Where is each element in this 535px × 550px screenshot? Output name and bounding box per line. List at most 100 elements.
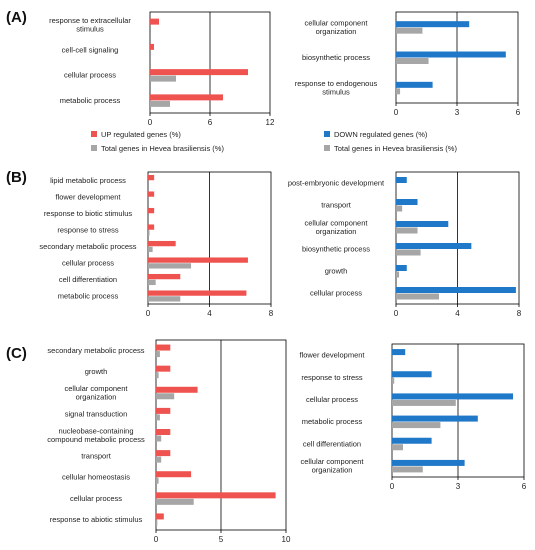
category-label: cell differentiation (303, 439, 361, 448)
x-tick-label: 5 (219, 535, 224, 544)
category-label: cellular component organization (305, 18, 369, 36)
charts-layer: 0 6 12 response to extracellular stimulus cel… (39, 11, 527, 544)
bar-total (392, 377, 395, 384)
category-label: lipid metabolic process (50, 176, 126, 185)
bar-total (148, 279, 156, 286)
chart-c-right: 0 3 6 flower development response to stress c… (299, 343, 527, 491)
bar-down (392, 459, 465, 466)
category-label: transport (81, 452, 112, 461)
category-label: cellular process (70, 494, 122, 503)
bar-up (156, 429, 171, 435)
category-label: cell-cell signaling (62, 45, 119, 54)
bar-up (156, 450, 171, 457)
category-label: response to stress (57, 225, 119, 234)
bar-total (392, 399, 456, 406)
bar-up (148, 207, 155, 214)
bar-total (156, 351, 160, 358)
bar-total (392, 466, 423, 473)
category-label: signal transduction (65, 409, 128, 418)
chart-b-left: 0 4 8 lipid metabolic process flower develop… (39, 171, 274, 318)
legend-up-swatch (91, 131, 97, 137)
bar-down (396, 265, 407, 271)
bar-down (396, 51, 506, 58)
x-tick-label: 8 (269, 309, 274, 318)
bar-total (396, 271, 400, 278)
category-label: cellular component organization (65, 384, 129, 402)
bar-down (392, 349, 406, 356)
x-tick-label: 8 (517, 309, 522, 318)
bar-total (396, 293, 440, 300)
bar-total (156, 456, 162, 463)
bar-up (156, 513, 164, 520)
bar-up (148, 191, 155, 197)
category-label: metabolic process (60, 96, 121, 105)
bar-down (392, 437, 432, 444)
bar-total (396, 205, 403, 212)
bar-up (148, 240, 176, 247)
x-tick-label: 0 (390, 482, 395, 491)
x-tick-label: 0 (146, 309, 151, 318)
bar-total (156, 414, 160, 421)
category-label: cellular process (64, 71, 116, 80)
category-label: response to extracellular stimulus (49, 16, 131, 34)
legend-total-swatch-right (324, 145, 330, 151)
bar-total (156, 393, 175, 400)
category-label: response to stress (301, 373, 363, 382)
chart-b-right: 0 4 8 post-embryonic development transport ce… (288, 171, 522, 318)
bar-total (396, 227, 418, 234)
bar-total (150, 75, 176, 82)
bar-total (396, 27, 423, 34)
category-label: metabolic process (302, 417, 363, 426)
chart-a-right: 0 3 6 cellular component organization biosynt… (295, 11, 521, 117)
legend-down-label: DOWN regulated genes (%) (334, 130, 428, 139)
x-tick-label: 4 (455, 309, 460, 318)
bar-total (396, 58, 429, 64)
bar-up (156, 407, 171, 414)
bar-total (392, 422, 441, 429)
bar-up (156, 471, 192, 478)
x-tick-label: 6 (208, 118, 213, 127)
bar-total (148, 296, 181, 302)
x-tick-label: 0 (394, 309, 399, 318)
bar-total (148, 230, 150, 236)
category-label: cellular component organization (301, 457, 365, 475)
bar-up (148, 273, 181, 280)
panel-label-b: (B) (6, 169, 27, 186)
category-label: transport (321, 201, 352, 210)
panel-label-a: (A) (6, 9, 27, 26)
bar-up (150, 69, 248, 76)
category-label: post-embryonic development (288, 179, 385, 188)
legend-up-label: UP regulated genes (%) (101, 130, 181, 139)
category-label: cellular homeostasis (62, 473, 130, 482)
category-label: metabolic process (58, 291, 119, 300)
category-label: growth (85, 367, 108, 376)
bar-down (396, 287, 516, 293)
category-label: cell differentiation (59, 275, 117, 284)
bar-total (148, 246, 153, 253)
category-label: growth (325, 267, 348, 276)
bar-total (156, 372, 159, 379)
x-tick-label: 3 (455, 108, 460, 117)
bar-total (148, 263, 192, 269)
x-tick-label: 6 (516, 108, 521, 117)
x-tick-label: 10 (282, 535, 291, 544)
x-tick-label: 0 (154, 535, 159, 544)
bar-down (392, 393, 513, 400)
category-label: flower development (299, 351, 365, 360)
bar-down (392, 415, 478, 422)
chart-c-left: 0 5 10 secondary metabolic process growth cel… (47, 339, 291, 544)
legend-down-swatch (324, 131, 330, 137)
bar-up (156, 365, 171, 372)
bar-up (148, 174, 155, 181)
category-label: response to biotic stimulus (44, 209, 133, 218)
category-label: biosynthetic process (302, 53, 370, 62)
bar-up (150, 43, 154, 50)
bar-total (396, 88, 401, 95)
bar-total (156, 498, 194, 505)
category-label: cellular process (62, 258, 114, 267)
bar-total (392, 444, 403, 451)
bar-up (148, 257, 248, 263)
legend-total-label-right: Total genes in Hevea brasiliensis (%) (334, 144, 457, 153)
bar-down (396, 199, 418, 205)
